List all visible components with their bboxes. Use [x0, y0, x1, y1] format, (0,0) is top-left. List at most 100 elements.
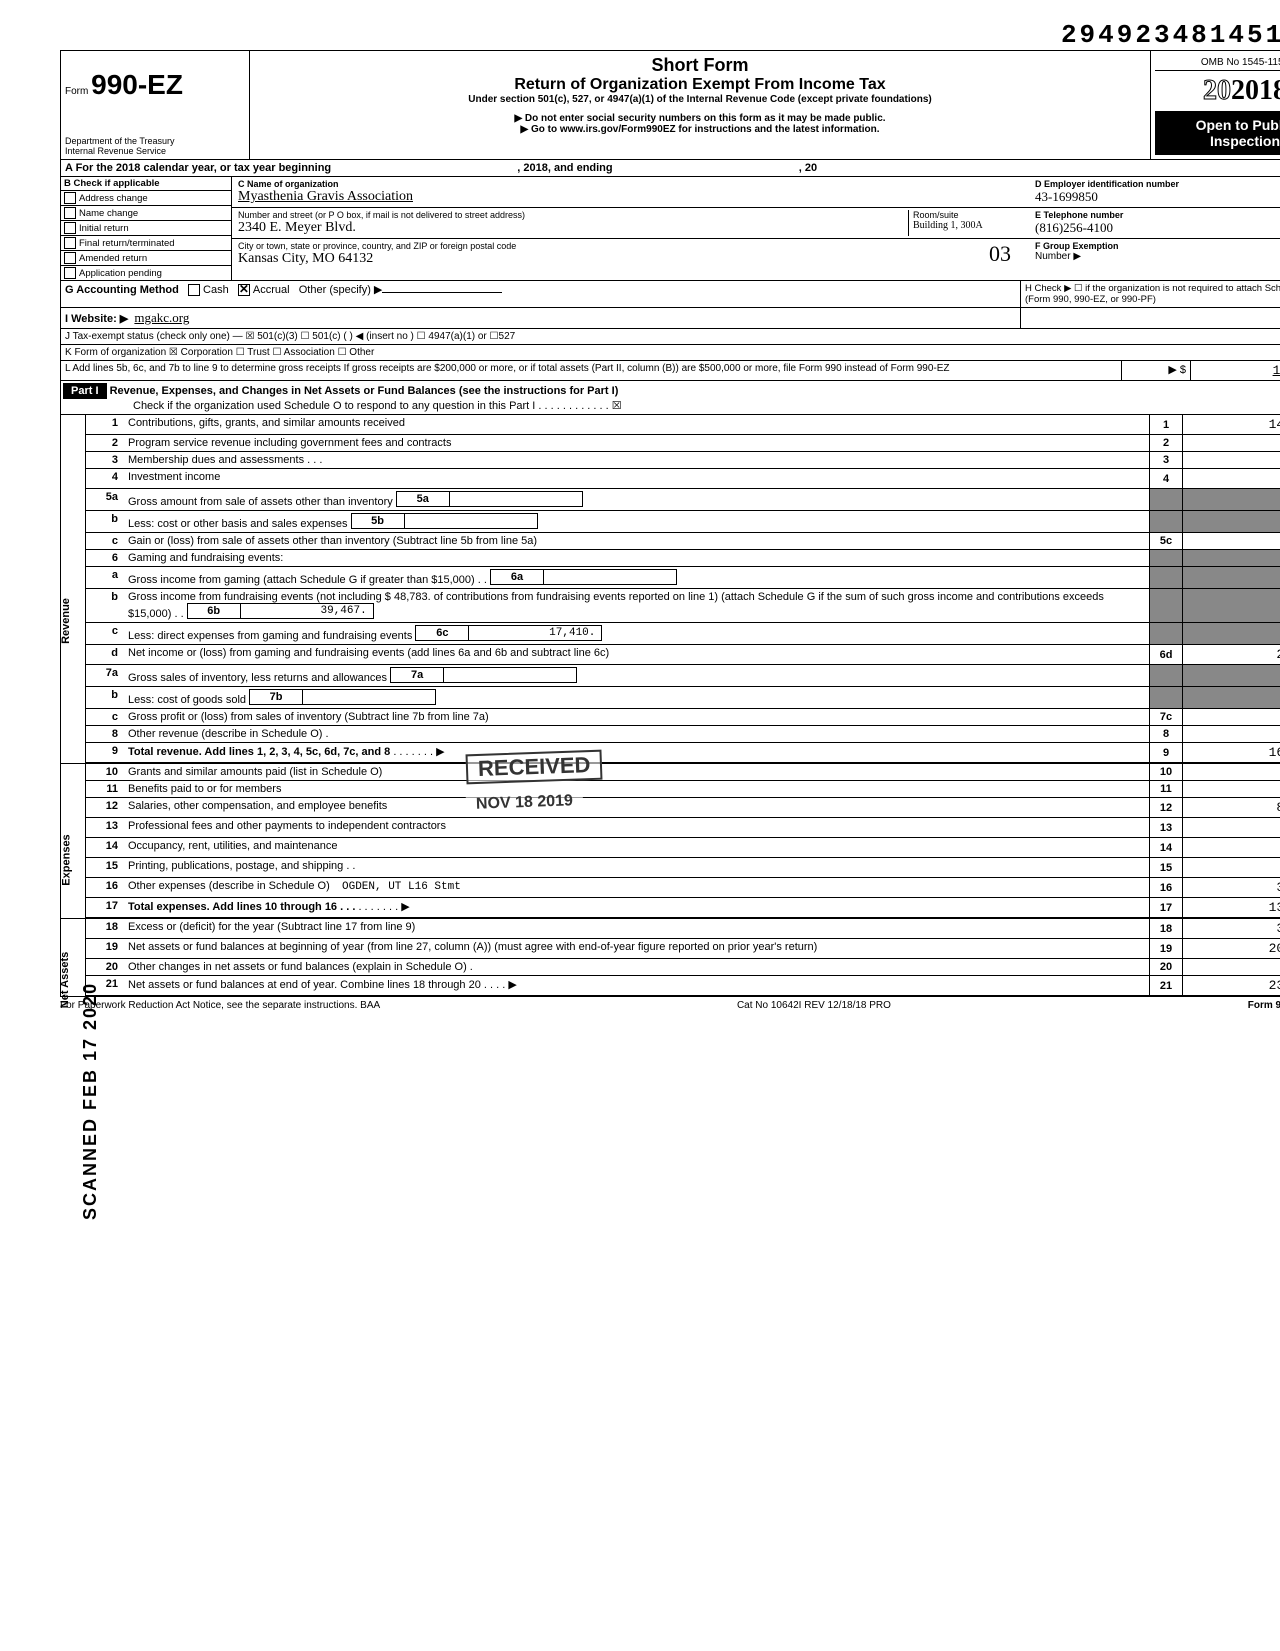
line-6: 6 Gaming and fundraising events:: [86, 550, 1280, 567]
line-21: 21 Net assets or fund balances at end of…: [86, 976, 1280, 996]
check-amended[interactable]: [64, 252, 76, 264]
website-value: mgakc.org: [134, 310, 189, 325]
line-15: 15 Printing, publications, postage, and …: [86, 858, 1280, 878]
c-label: C Name of organization: [238, 179, 1023, 189]
section-b: B Check if applicable Address change Nam…: [61, 177, 232, 280]
line-3: 3 Membership dues and assessments . . . …: [86, 452, 1280, 469]
row-k: K Form of organization ☒ Corporation ☐ T…: [60, 345, 1280, 361]
b-item-1: Name change: [79, 208, 138, 219]
line-c: c Less: direct expenses from gaming and …: [86, 623, 1280, 645]
line-b: b Less: cost or other basis and sales ex…: [86, 511, 1280, 533]
goto-url: ▶ Go to www.irs.gov/Form990EZ for instru…: [258, 124, 1142, 135]
line-8: 8 Other revenue (describe in Schedule O)…: [86, 726, 1280, 743]
footer-left: For Paperwork Reduction Act Notice, see …: [60, 1000, 380, 1011]
l-value: 185,616.: [1191, 361, 1280, 380]
footer-right: Form 990-EZ (2018): [1248, 1000, 1280, 1011]
e-label: E Telephone number: [1035, 210, 1280, 220]
vtab-revenue: Revenue: [61, 415, 86, 763]
b-item-3: Final return/terminated: [79, 238, 175, 249]
title-short-form: Short Form: [258, 55, 1142, 76]
check-name-change[interactable]: [64, 207, 76, 219]
line-10: 10 Grants and similar amounts paid (list…: [86, 764, 1280, 781]
footer-mid: Cat No 10642I REV 12/18/18 PRO: [737, 1000, 891, 1011]
check-initial-return[interactable]: [64, 222, 76, 234]
line-14: 14 Occupancy, rent, utilities, and maint…: [86, 838, 1280, 858]
check-cash[interactable]: [188, 284, 200, 296]
g-label: G Accounting Method: [65, 284, 179, 296]
line-18: 18 Excess or (deficit) for the year (Sub…: [86, 919, 1280, 939]
street-label: Number and street (or P O box, if mail i…: [238, 210, 908, 220]
part1-grid: Revenue 1 Contributions, gifts, grants, …: [60, 415, 1280, 764]
line-c: c Gain or (loss) from sale of assets oth…: [86, 533, 1280, 550]
b-item-0: Address change: [79, 193, 148, 204]
l-text: L Add lines 5b, 6c, and 7b to line 9 to …: [65, 363, 950, 374]
net-vlabel: Net Assets: [59, 952, 71, 1008]
line-a: a Gross income from gaming (attach Sched…: [86, 567, 1280, 589]
b-item-2: Initial return: [79, 223, 129, 234]
check-final-return[interactable]: [64, 237, 76, 249]
org-info-block: B Check if applicable Address change Nam…: [60, 177, 1280, 281]
k-text: K Form of organization ☒ Corporation ☐ T…: [61, 345, 1280, 360]
city-value: Kansas City, MO 64132: [238, 251, 977, 267]
line-c: c Gross profit or (loss) from sales of i…: [86, 709, 1280, 726]
d-label: D Employer identification number: [1035, 179, 1280, 189]
g-other: Other (specify) ▶: [299, 284, 383, 296]
top-document-number: 2949234814513 9: [60, 20, 1280, 50]
b-header: B Check if applicable: [61, 177, 231, 191]
room-value: Building 1, 300A: [913, 220, 1023, 231]
line-d: d Net income or (loss) from gaming and f…: [86, 645, 1280, 665]
line-1: 1 Contributions, gifts, grants, and simi…: [86, 415, 1280, 435]
line-b: b Less: cost of goods sold 7b: [86, 687, 1280, 709]
line-a-mid: , 2018, and ending: [517, 162, 612, 174]
subtitle: Return of Organization Exempt From Incom…: [258, 76, 1142, 94]
row-i: I Website: ▶ mgakc.org: [60, 308, 1280, 329]
part1-grid-exp: Expenses RECEIVED NOV 18 2019 10 Grants …: [60, 764, 1280, 919]
hand-bottom: 617: [60, 1034, 1280, 1061]
h-text: H Check ▶ ☐ if the organization is not r…: [1021, 281, 1280, 307]
line-2: 2 Program service revenue including gove…: [86, 435, 1280, 452]
b-item-5: Application pending: [79, 268, 162, 279]
side-scanned-stamp: SCANNED FEB 17 2020: [80, 982, 101, 1220]
g-accrual: Accrual: [253, 284, 290, 296]
section-def: D Employer identification number 43-1699…: [1029, 177, 1280, 280]
line-20: 20 Other changes in net assets or fund b…: [86, 959, 1280, 976]
dept-treasury: Department of the Treasury Internal Reve…: [65, 136, 175, 156]
footer-row: For Paperwork Reduction Act Notice, see …: [60, 997, 1280, 1014]
b-item-4: Amended return: [79, 253, 147, 264]
street-value: 2340 E. Meyer Blvd.: [238, 220, 908, 236]
vtab-expenses: Expenses: [61, 764, 86, 918]
tax-year: 2018: [1231, 75, 1280, 106]
part1-title: Revenue, Expenses, and Changes in Net As…: [110, 385, 619, 397]
line-5a: 5a Gross amount from sale of assets othe…: [86, 489, 1280, 511]
check-app-pending[interactable]: [64, 267, 76, 279]
row-gh: G Accounting Method Cash Accrual Other (…: [60, 281, 1280, 308]
line-9: 9 Total revenue. Add lines 1, 2, 3, 4, 5…: [86, 743, 1280, 763]
org-name: Myasthenia Gravis Association: [238, 189, 1023, 205]
line-11: 11 Benefits paid to or for members 11: [86, 781, 1280, 798]
f-label: F Group Exemption: [1035, 241, 1280, 251]
form-header: Form 990-EZ Department of the Treasury I…: [60, 50, 1280, 160]
open-to-public: Open to Public Inspection: [1155, 111, 1280, 155]
city-label: City or town, state or province, country…: [238, 241, 977, 251]
part1-label: Part I: [63, 383, 107, 399]
line-b: b Gross income from fundraising events (…: [86, 589, 1280, 623]
room-label: Room/suite: [913, 210, 1023, 220]
part1-check: Check if the organization used Schedule …: [133, 400, 622, 412]
check-address-change[interactable]: [64, 192, 76, 204]
line-a-end: , 20: [799, 162, 817, 174]
line-13: 13 Professional fees and other payments …: [86, 818, 1280, 838]
part1-header: Part I Revenue, Expenses, and Changes in…: [60, 381, 1280, 415]
part1-grid-net: Net Assets 18 Excess or (deficit) for th…: [60, 919, 1280, 997]
phone-value: (816)256-4100: [1035, 220, 1280, 236]
row-l: L Add lines 5b, 6c, and 7b to line 9 to …: [60, 361, 1280, 381]
row-j: J Tax-exempt status (check only one) — ☒…: [60, 329, 1280, 345]
hand-03: 03: [977, 241, 1023, 267]
form-label: Form: [65, 86, 88, 97]
line-19: 19 Net assets or fund balances at beginn…: [86, 939, 1280, 959]
expenses-vlabel: Expenses: [61, 834, 73, 885]
j-text: J Tax-exempt status (check only one) — ☒…: [61, 329, 1280, 344]
l-arrow: ▶ $: [1122, 361, 1191, 380]
omb-number: OMB No 1545-1150: [1155, 55, 1280, 71]
under-section: Under section 501(c), 527, or 4947(a)(1)…: [258, 94, 1142, 105]
check-accrual[interactable]: [238, 284, 250, 296]
